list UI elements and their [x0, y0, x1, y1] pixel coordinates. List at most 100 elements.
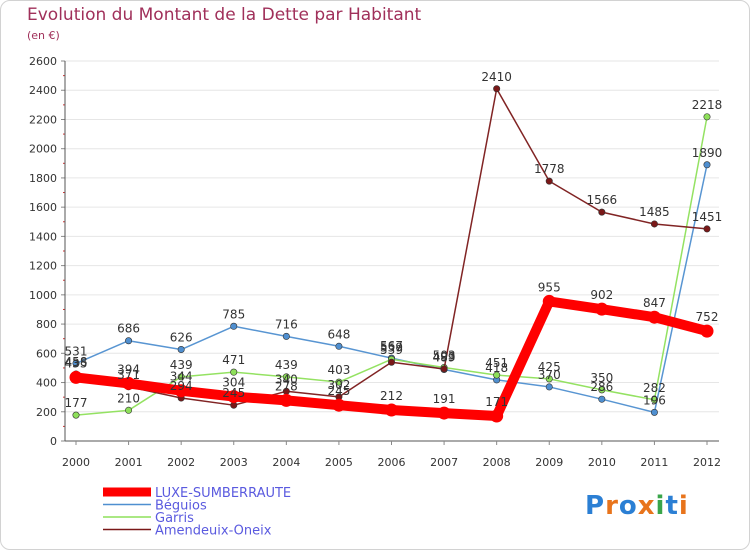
y-tick-label: 2000 [29, 143, 57, 156]
data-point [542, 294, 556, 308]
data-label: 2218 [692, 98, 723, 112]
x-tick-label: 2012 [693, 456, 721, 469]
y-tick-label: 2600 [29, 55, 57, 68]
data-point [69, 370, 83, 384]
data-label: 902 [590, 288, 613, 302]
data-label: 302 [327, 378, 350, 392]
x-tick-label: 2002 [167, 456, 195, 469]
data-point [490, 409, 504, 423]
x-tick-label: 2005 [325, 456, 353, 469]
data-point [177, 373, 185, 381]
y-tick-label: 2200 [29, 113, 57, 126]
data-label: 471 [222, 353, 245, 367]
data-label: 567 [380, 339, 403, 353]
data-label: 370 [538, 368, 561, 382]
data-label: 294 [170, 379, 193, 393]
data-label: 1890 [692, 146, 723, 160]
data-point [230, 322, 238, 330]
x-tick-label: 2001 [115, 456, 143, 469]
data-label: 340 [275, 372, 298, 386]
logo-letter: i [678, 491, 689, 521]
x-tick-label: 2003 [220, 456, 248, 469]
y-tick-label: 1400 [29, 230, 57, 243]
data-point [332, 398, 346, 412]
data-point [703, 225, 711, 233]
data-label: 245 [327, 384, 350, 398]
data-point [650, 396, 658, 404]
data-point [279, 393, 293, 407]
data-label: 282 [643, 381, 666, 395]
data-point [387, 358, 395, 366]
data-point [122, 376, 136, 390]
data-label: 1778 [534, 162, 565, 176]
y-tick-label: 600 [36, 347, 57, 360]
data-label: 439 [170, 358, 193, 372]
data-label: 278 [275, 379, 298, 393]
data-point [335, 342, 343, 350]
data-label: 394 [117, 362, 140, 376]
y-tick-label: 0 [50, 435, 57, 448]
data-point [385, 403, 398, 417]
y-tick-label: 400 [36, 377, 57, 390]
data-label: 435 [65, 356, 88, 370]
x-tick-label: 2007 [430, 456, 458, 469]
data-point [335, 378, 343, 386]
data-label: 418 [485, 361, 508, 375]
proxiti-logo: Proxiti [585, 491, 689, 521]
data-label: 245 [222, 386, 245, 400]
data-label: 371 [117, 368, 140, 382]
data-label: 716 [275, 317, 298, 331]
data-label: 847 [643, 296, 666, 310]
legend-label: Amendeuix-Oneix [155, 524, 272, 539]
data-point [493, 85, 501, 93]
x-tick-label: 2004 [272, 456, 300, 469]
data-point [227, 390, 241, 404]
y-tick-label: 2400 [29, 84, 57, 97]
data-point [700, 324, 714, 338]
data-label: 493 [433, 350, 456, 364]
legend-label: Garris [155, 511, 194, 526]
logo-letter: t [665, 491, 679, 521]
data-label: 2410 [481, 70, 512, 84]
legend-label: LUXE-SUMBERRAUTE [155, 486, 291, 501]
data-label: 177 [65, 396, 88, 410]
data-point [650, 220, 658, 228]
data-point [125, 337, 133, 345]
x-tick-label: 2000 [62, 456, 90, 469]
data-label: 304 [222, 376, 245, 390]
data-point [174, 384, 188, 398]
data-label: 350 [590, 371, 613, 385]
data-label: 425 [538, 360, 561, 374]
data-label: 785 [222, 307, 245, 321]
data-point [282, 332, 290, 340]
data-label: 439 [275, 358, 298, 372]
data-label: 403 [327, 363, 350, 377]
y-tick-label: 800 [36, 318, 57, 331]
data-point [703, 161, 711, 169]
data-label: 458 [65, 355, 88, 369]
data-point [650, 408, 658, 416]
data-label: 286 [590, 380, 613, 394]
data-point [703, 113, 711, 121]
data-point [72, 411, 80, 419]
chart-unit: (en €) [27, 29, 60, 42]
logo-letter: o [618, 491, 638, 521]
data-label: 559 [380, 340, 403, 354]
data-label: 171 [485, 395, 508, 409]
data-point [545, 383, 553, 391]
x-tick-label: 2010 [588, 456, 616, 469]
data-label: 489 [433, 351, 456, 365]
data-label: 626 [170, 331, 193, 345]
data-point [598, 208, 606, 216]
logo-letter: x [637, 491, 656, 521]
data-point [125, 406, 133, 414]
y-tick-label: 1600 [29, 201, 57, 214]
y-tick-label: 1000 [29, 289, 57, 302]
y-tick-label: 1800 [29, 172, 57, 185]
data-label: 344 [170, 370, 193, 384]
data-point [230, 368, 238, 376]
data-point [177, 346, 185, 354]
data-point [647, 310, 661, 324]
